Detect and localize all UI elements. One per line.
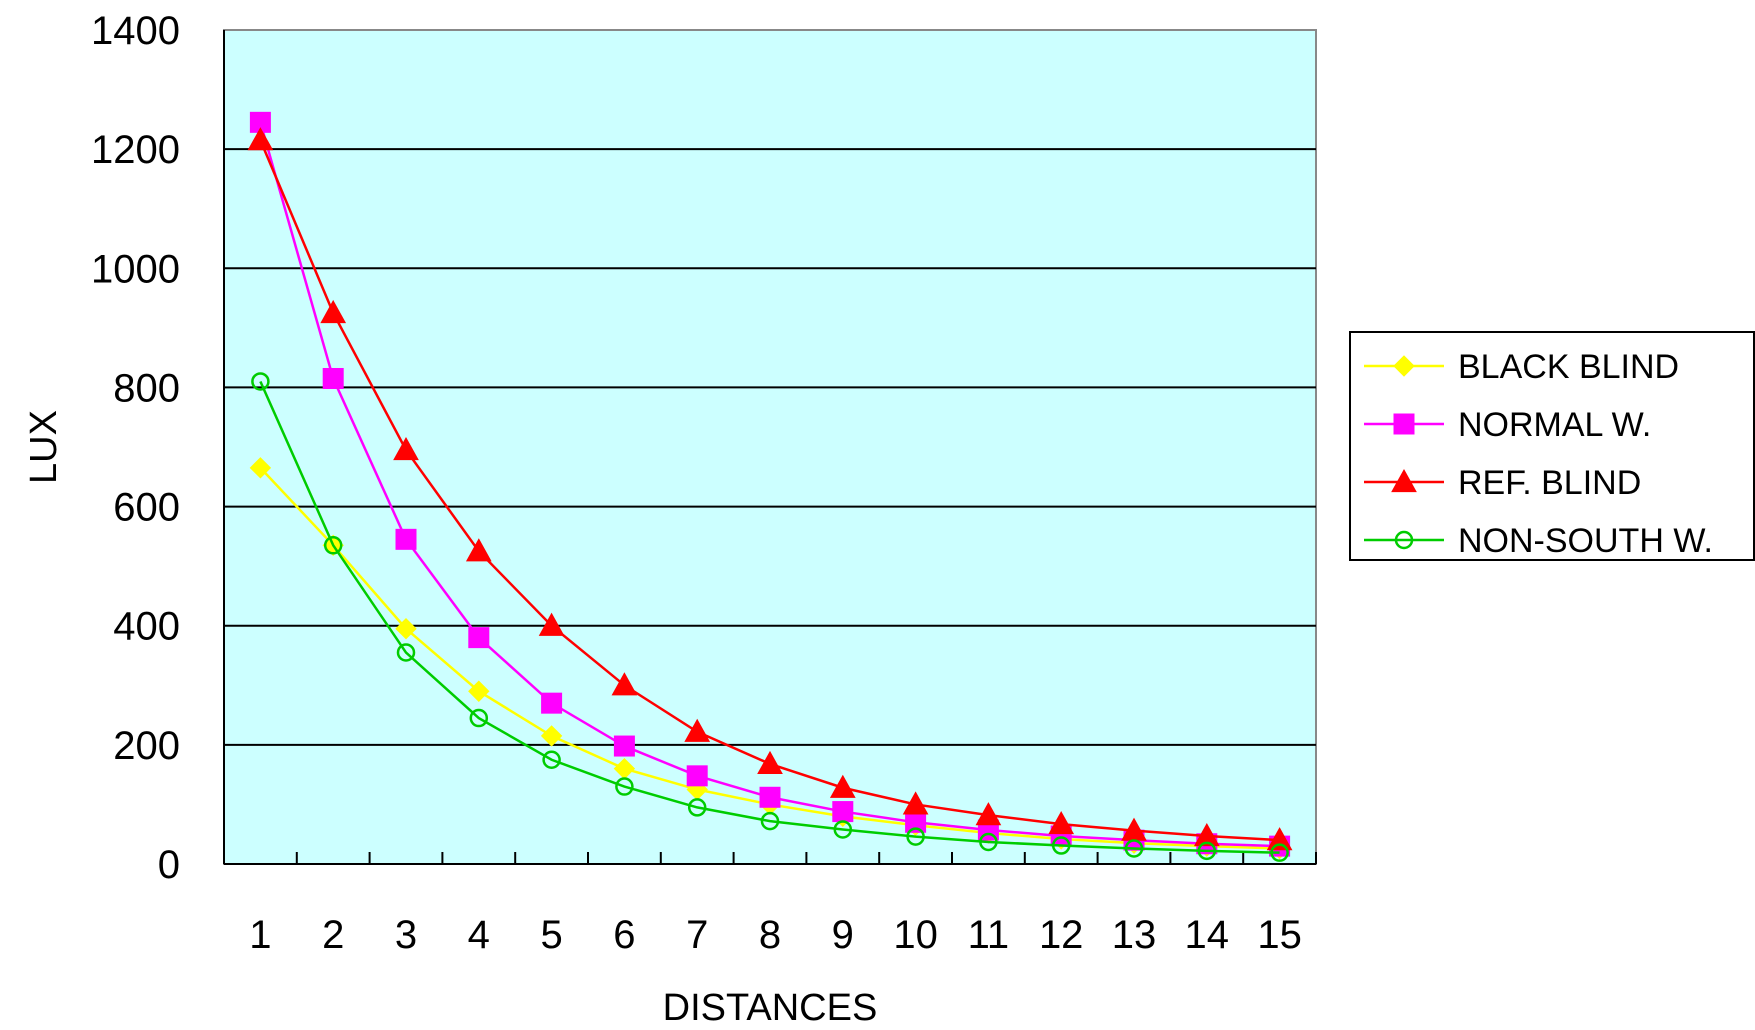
legend-entry: NORMAL W.: [1364, 406, 1651, 444]
y-tick-label-200: 200: [113, 724, 180, 768]
x-tick-label-8: 8: [759, 913, 781, 957]
series-group: [247, 111, 1293, 862]
data-point: [542, 750, 561, 769]
data-point: [465, 538, 492, 562]
data-point: [322, 367, 344, 389]
y-tick-label-1400: 1400: [91, 9, 180, 53]
legend-box: [1349, 331, 1755, 561]
x-tick-label-15: 15: [1257, 913, 1302, 957]
legend: BLACK BLIND NORMAL W. REF. BLIND NON-SOUTH …: [1349, 331, 1755, 561]
data-point: [395, 617, 417, 640]
data-point: [759, 786, 781, 808]
data-point: [1270, 843, 1289, 862]
x-tick-label-12: 12: [1039, 913, 1084, 957]
legend-marker: [1391, 468, 1417, 493]
y-tick-label-800: 800: [113, 366, 180, 410]
x-axis-title: DISTANCES: [663, 987, 878, 1029]
data-point: [613, 735, 635, 757]
data-point: [684, 718, 711, 742]
data-point: [615, 777, 634, 796]
data-point: [247, 127, 274, 151]
data-point: [1193, 822, 1220, 847]
series-non-south-w: [251, 372, 1289, 862]
data-point: [249, 457, 272, 479]
data-point: [833, 820, 853, 839]
data-point: [906, 827, 925, 846]
data-point: [251, 372, 270, 391]
data-point: [687, 798, 707, 817]
data-point: [538, 612, 565, 636]
data-point: [1124, 839, 1144, 858]
data-point: [760, 811, 780, 831]
x-tick-label-1: 1: [249, 913, 271, 957]
data-point: [686, 765, 708, 787]
x-tick-label-11: 11: [968, 913, 1010, 957]
y-axis-title: LUX: [23, 410, 65, 484]
x-tick-label-2: 2: [322, 913, 344, 957]
data-point: [393, 436, 419, 461]
legend-marker: [1393, 355, 1415, 377]
data-point: [832, 801, 854, 823]
legend-entry: NON-SOUTH W.: [1364, 522, 1713, 560]
data-point: [979, 832, 998, 852]
data-point: [1266, 827, 1293, 851]
data-point: [829, 774, 856, 798]
series-line: [259, 380, 1280, 854]
legend-entry: REF. BLIND: [1364, 464, 1641, 502]
data-point: [469, 708, 489, 728]
data-point: [395, 528, 417, 550]
data-point: [468, 627, 490, 649]
x-tick-label-9: 9: [832, 913, 854, 957]
data-point: [323, 536, 343, 555]
x-tick-label-4: 4: [468, 913, 490, 957]
data-point: [1048, 811, 1075, 835]
data-point: [757, 750, 783, 775]
y-tick-label-600: 600: [113, 486, 180, 530]
legend-label: REF. BLIND: [1458, 464, 1641, 502]
legend-label: NON-SOUTH W.: [1458, 522, 1713, 560]
plot-area: [223, 29, 1317, 865]
data-point: [541, 692, 563, 714]
legend-label: BLACK BLIND: [1458, 348, 1679, 386]
x-tick-label-7: 7: [686, 913, 708, 957]
legend-marker: [1394, 530, 1414, 550]
legend-entry: BLACK BLIND: [1364, 348, 1679, 386]
series-ref-blind: [247, 127, 1293, 851]
x-tick-label-3: 3: [395, 913, 417, 957]
x-tick-label-6: 6: [613, 913, 635, 957]
x-tick-label-13: 13: [1112, 913, 1157, 957]
y-tick-label-0: 0: [158, 843, 180, 887]
data-point: [975, 802, 1002, 826]
plot-background: [223, 29, 1317, 865]
y-tick-label-400: 400: [113, 605, 180, 649]
x-tick-label-10: 10: [893, 913, 938, 957]
x-tick-label-14: 14: [1185, 913, 1230, 957]
data-point: [1197, 841, 1217, 861]
data-point: [1051, 836, 1071, 855]
data-point: [540, 725, 563, 747]
data-point: [468, 680, 490, 702]
x-tick-label-5: 5: [540, 913, 562, 957]
data-point: [396, 643, 416, 662]
data-point: [611, 672, 638, 696]
data-point: [320, 299, 347, 324]
y-tick-label-1200: 1200: [91, 128, 180, 172]
legend-label: NORMAL W.: [1458, 406, 1651, 444]
data-point: [902, 791, 929, 815]
y-tick-label-1000: 1000: [91, 247, 180, 291]
legend-marker: [1393, 413, 1415, 435]
